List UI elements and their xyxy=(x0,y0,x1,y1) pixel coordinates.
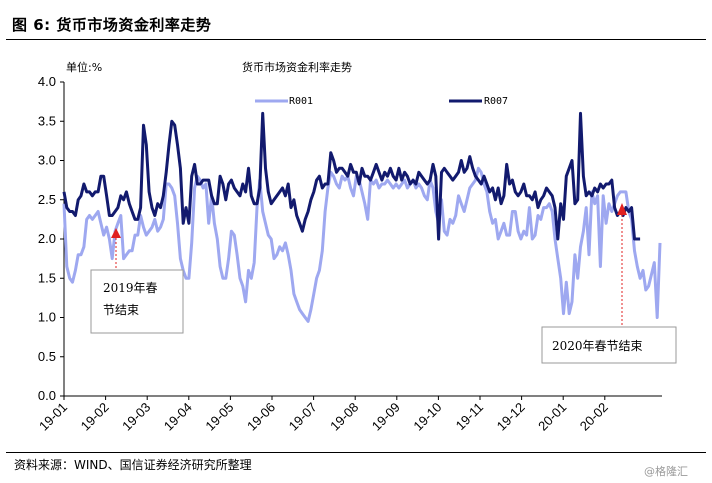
y-tick-label: 1.5 xyxy=(38,270,56,285)
x-tick-label: 19-06 xyxy=(244,400,278,434)
annotation-text-2019-line2: 节结束 xyxy=(103,303,139,317)
y-tick-label: 3.5 xyxy=(38,113,56,128)
x-tick-label: 19-07 xyxy=(286,400,320,434)
x-tick-label: 19-04 xyxy=(161,400,195,434)
legend-label-r001: R001 xyxy=(289,96,313,107)
y-tick-label: 0.0 xyxy=(38,388,56,403)
annotation-text-2019-line1: 2019年春 xyxy=(103,281,158,295)
series-line-r007 xyxy=(62,111,641,241)
x-tick-label: 19-12 xyxy=(494,400,528,434)
y-tick-label: 4.0 xyxy=(38,74,56,89)
source-rule xyxy=(6,452,706,453)
x-tick-label: 19-08 xyxy=(327,400,361,434)
y-tick-label: 0.5 xyxy=(38,349,56,364)
source-note: 资料来源：WIND、国信证券经济研究所整理 xyxy=(14,458,252,472)
x-tick-label: 19-05 xyxy=(202,400,236,434)
series-line-r001 xyxy=(62,166,662,323)
annotation-arrow-2020-head xyxy=(617,203,627,215)
x-tick-label: 19-09 xyxy=(369,400,403,434)
y-tick-label: 2.0 xyxy=(38,231,56,246)
watermark: @格隆汇 xyxy=(644,465,688,478)
annotation-box-2019 xyxy=(90,269,184,334)
x-tick-label: 19-02 xyxy=(78,400,112,434)
annotation-arrow-2019-head xyxy=(111,228,121,238)
x-tick-label: 19-10 xyxy=(410,400,444,434)
x-tick-label: 19-03 xyxy=(119,400,153,434)
y-tick-label: 3.0 xyxy=(38,153,56,168)
annotation-text-2020: 2020年春节结束 xyxy=(552,339,643,353)
y-tick-label: 1.0 xyxy=(38,310,56,325)
chart-title: 货币市场资金利率走势 xyxy=(242,60,352,74)
legend-label-r007: R007 xyxy=(484,96,508,107)
figure-title: 图 6: 货币市场资金利率走势 xyxy=(12,16,212,34)
y-axis-unit-label: 单位:% xyxy=(66,60,102,74)
x-tick-label: 20-01 xyxy=(535,400,569,434)
x-tick-label: 19-11 xyxy=(453,400,486,433)
x-tick-label: 20-02 xyxy=(577,400,611,434)
annotation-box-2020 xyxy=(541,326,677,364)
title-rule xyxy=(6,39,706,40)
x-tick-label: 19-01 xyxy=(36,400,70,434)
y-tick-label: 2.5 xyxy=(38,192,56,207)
